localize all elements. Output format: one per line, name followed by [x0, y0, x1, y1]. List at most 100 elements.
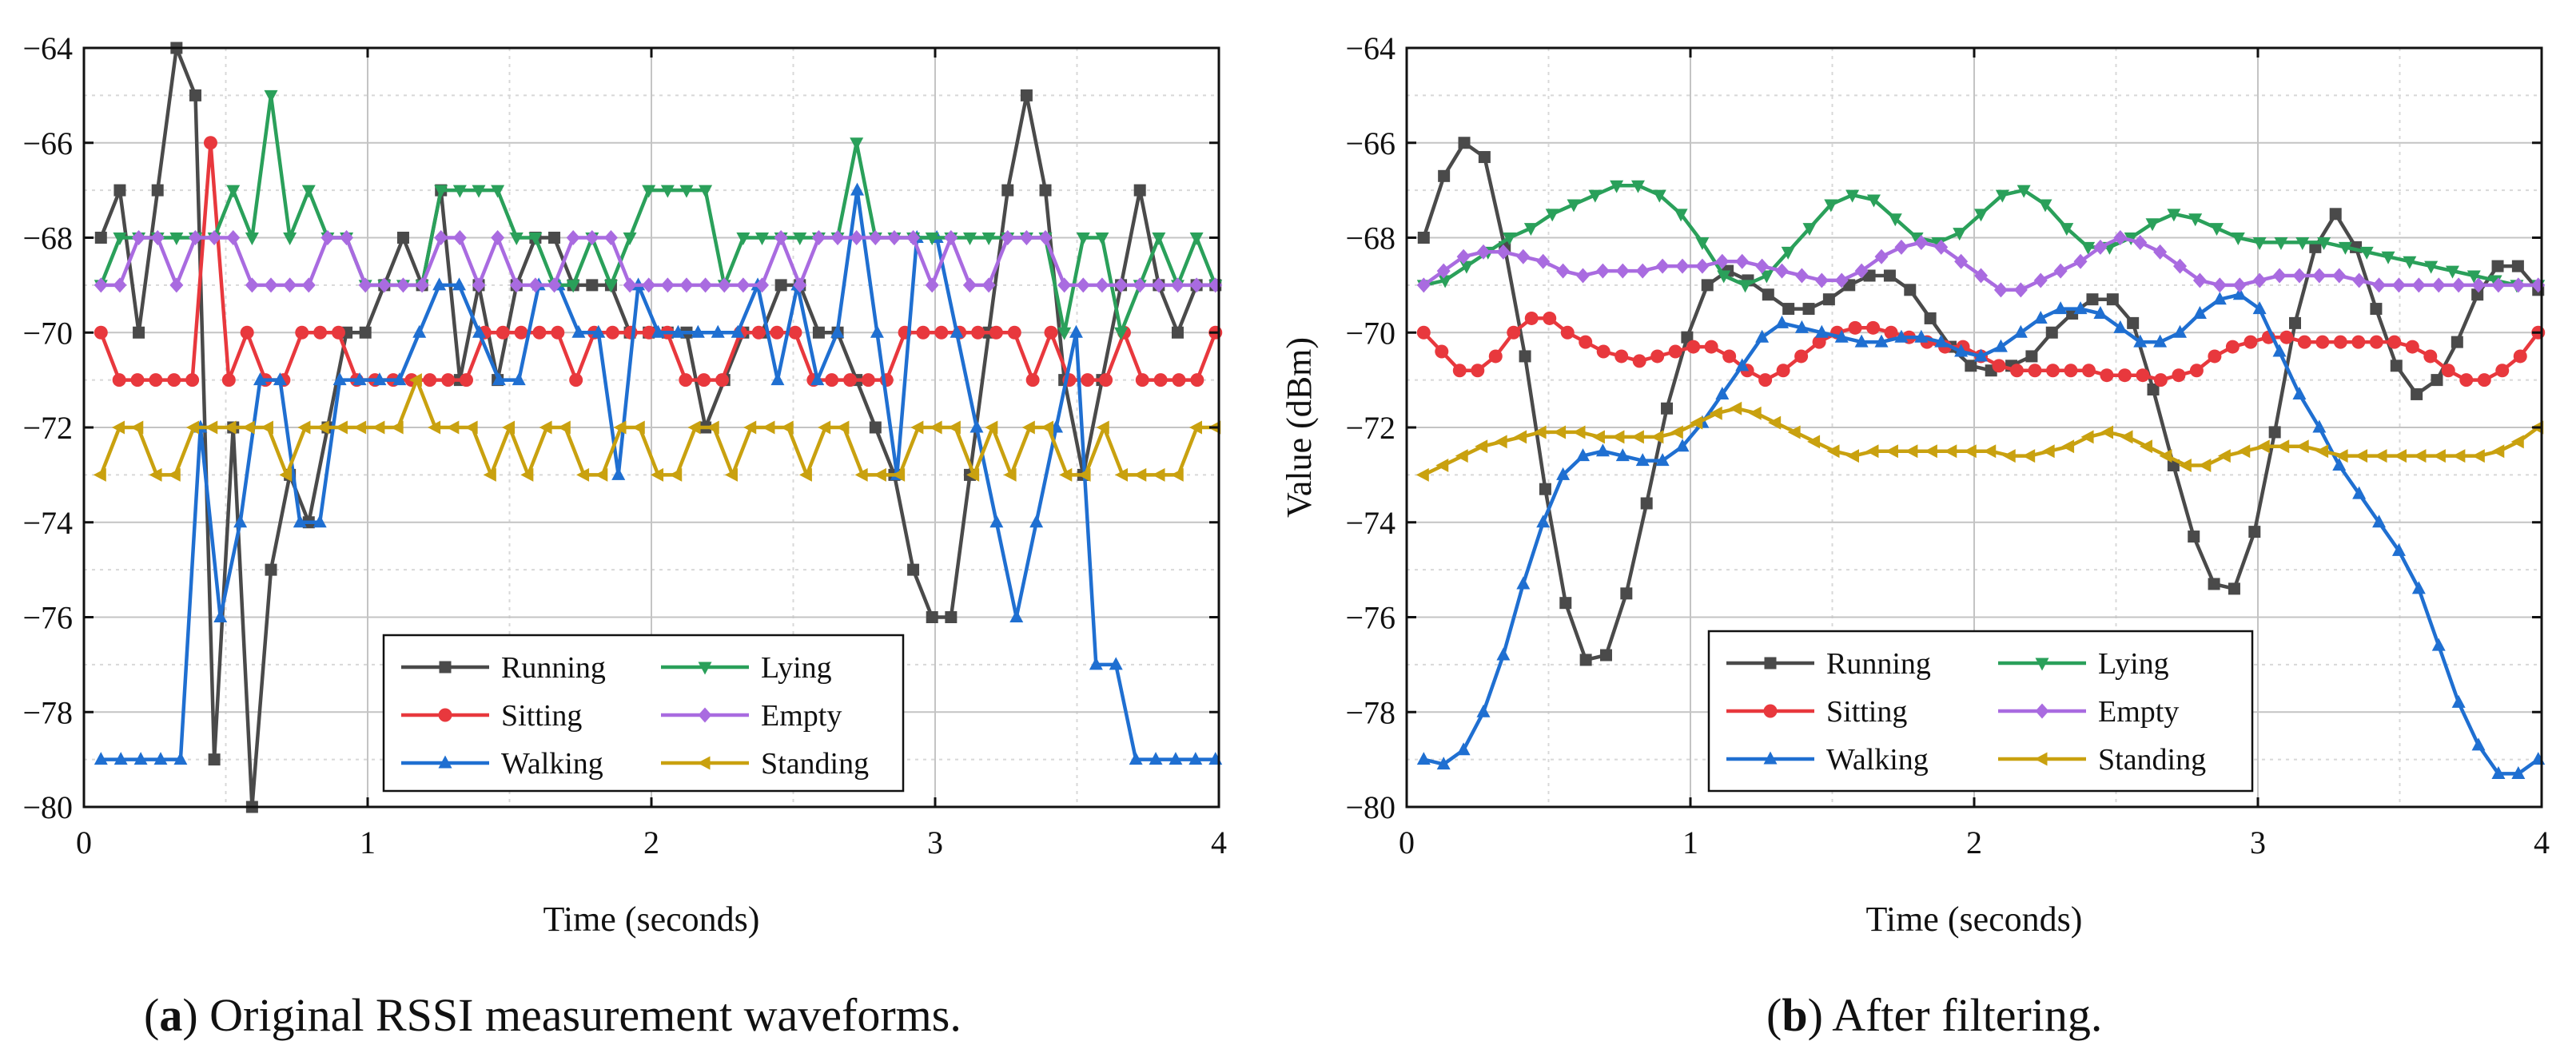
data-point-running — [113, 184, 126, 197]
data-point-lying — [1652, 189, 1666, 203]
data-point-empty — [2372, 277, 2387, 293]
data-point-standing — [1865, 444, 1879, 459]
data-point-standing — [2510, 435, 2524, 449]
data-point-empty — [1576, 268, 1591, 284]
data-point-walking — [2312, 419, 2327, 433]
legend-marker — [697, 756, 711, 770]
data-point-running — [2045, 326, 2058, 339]
data-point-lying — [1995, 189, 2009, 203]
data-point-walking — [1556, 467, 1571, 480]
data-point-standing — [1963, 444, 1977, 459]
data-point-sitting — [2028, 364, 2042, 378]
data-point-lying — [1866, 194, 1881, 208]
data-point-running — [926, 611, 938, 623]
data-point-empty — [1133, 277, 1147, 293]
data-point-walking — [1874, 334, 1889, 348]
data-point-sitting — [971, 325, 985, 340]
data-point-empty — [1814, 272, 1829, 288]
data-point-empty — [1152, 277, 1166, 293]
data-point-lying — [755, 232, 770, 245]
data-point-running — [1904, 284, 1917, 296]
data-point-walking — [1476, 704, 1491, 717]
data-point-sitting — [2405, 340, 2419, 354]
data-point-sitting — [1686, 340, 1701, 354]
data-point-running — [1661, 402, 1674, 415]
data-point-walking — [1834, 329, 1849, 343]
data-point-standing — [910, 420, 924, 435]
data-point-walking — [2272, 344, 2287, 357]
data-point-walking — [1009, 610, 1024, 622]
legend-label: Sitting — [501, 699, 582, 733]
series-walking — [1416, 287, 2546, 779]
data-point-empty — [944, 230, 958, 245]
data-point-standing — [408, 373, 422, 387]
data-point-running — [1133, 184, 1146, 197]
data-point-empty — [2033, 272, 2048, 288]
data-point-sitting — [1153, 373, 1168, 387]
data-point-lying — [452, 185, 467, 198]
data-point-sitting — [459, 373, 473, 387]
data-point-empty — [226, 230, 241, 245]
data-point-lying — [226, 185, 241, 198]
data-point-empty — [2352, 272, 2367, 288]
data-point-empty — [830, 230, 845, 245]
data-point-sitting — [185, 373, 200, 387]
data-point-empty — [1476, 244, 1491, 260]
data-point-running — [2086, 293, 2099, 306]
data-point-standing — [1924, 444, 1937, 459]
data-point-lying — [1523, 223, 1538, 236]
data-point-walking — [830, 324, 845, 338]
data-point-empty — [2153, 244, 2168, 260]
data-point-running — [2268, 426, 2281, 439]
data-point-empty — [2212, 277, 2227, 293]
data-point-running — [1539, 483, 1551, 495]
data-point-sitting — [1579, 335, 1593, 349]
data-point-lying — [642, 185, 656, 198]
data-point-walking — [2431, 638, 2446, 651]
data-point-lying — [1076, 232, 1090, 245]
data-point-walking — [2173, 324, 2188, 338]
data-point-standing — [1533, 425, 1547, 439]
data-point-empty — [1635, 263, 1650, 279]
legend-label: Lying — [2098, 647, 2169, 681]
data-point-empty — [868, 230, 882, 245]
data-point-standing — [372, 420, 385, 435]
data-point-walking — [1516, 576, 1531, 590]
data-point-sitting — [751, 325, 766, 340]
y-tick-label: −72 — [1345, 410, 1395, 446]
data-point-standing — [428, 420, 441, 435]
data-point-lying — [2252, 236, 2267, 250]
data-point-walking — [1188, 752, 1203, 765]
data-point-standing — [613, 420, 627, 435]
data-point-standing — [1650, 430, 1664, 444]
data-point-lying — [660, 185, 675, 198]
data-point-standing — [2061, 439, 2075, 454]
data-point-sitting — [2045, 364, 2060, 378]
y-tick-label: −76 — [22, 600, 73, 636]
data-point-lying — [509, 232, 524, 245]
data-point-standing — [947, 420, 961, 435]
data-point-standing — [2432, 449, 2446, 463]
data-point-lying — [1738, 280, 1753, 293]
data-point-running — [869, 421, 882, 434]
data-point-running — [2188, 530, 2200, 543]
data-point-walking — [2451, 694, 2466, 708]
data-point-empty — [717, 277, 731, 293]
data-point-sitting — [605, 325, 619, 340]
data-point-walking — [1436, 757, 1451, 770]
data-point-sitting — [1650, 349, 1665, 364]
data-point-walking — [611, 467, 626, 480]
data-point-sitting — [2244, 335, 2258, 349]
data-point-standing — [186, 420, 200, 435]
data-point-empty — [585, 230, 599, 245]
data-point-lying — [623, 232, 637, 245]
data-point-walking — [2332, 458, 2347, 471]
data-point-sitting — [1722, 349, 1737, 364]
data-point-lying — [1503, 232, 1517, 245]
data-point-lying — [1824, 199, 1838, 213]
data-point-standing — [985, 420, 998, 435]
data-point-empty — [793, 277, 807, 293]
legend-item-walking: Walking — [1726, 743, 1929, 777]
data-point-sitting — [2189, 364, 2204, 378]
data-point-standing — [334, 420, 348, 435]
